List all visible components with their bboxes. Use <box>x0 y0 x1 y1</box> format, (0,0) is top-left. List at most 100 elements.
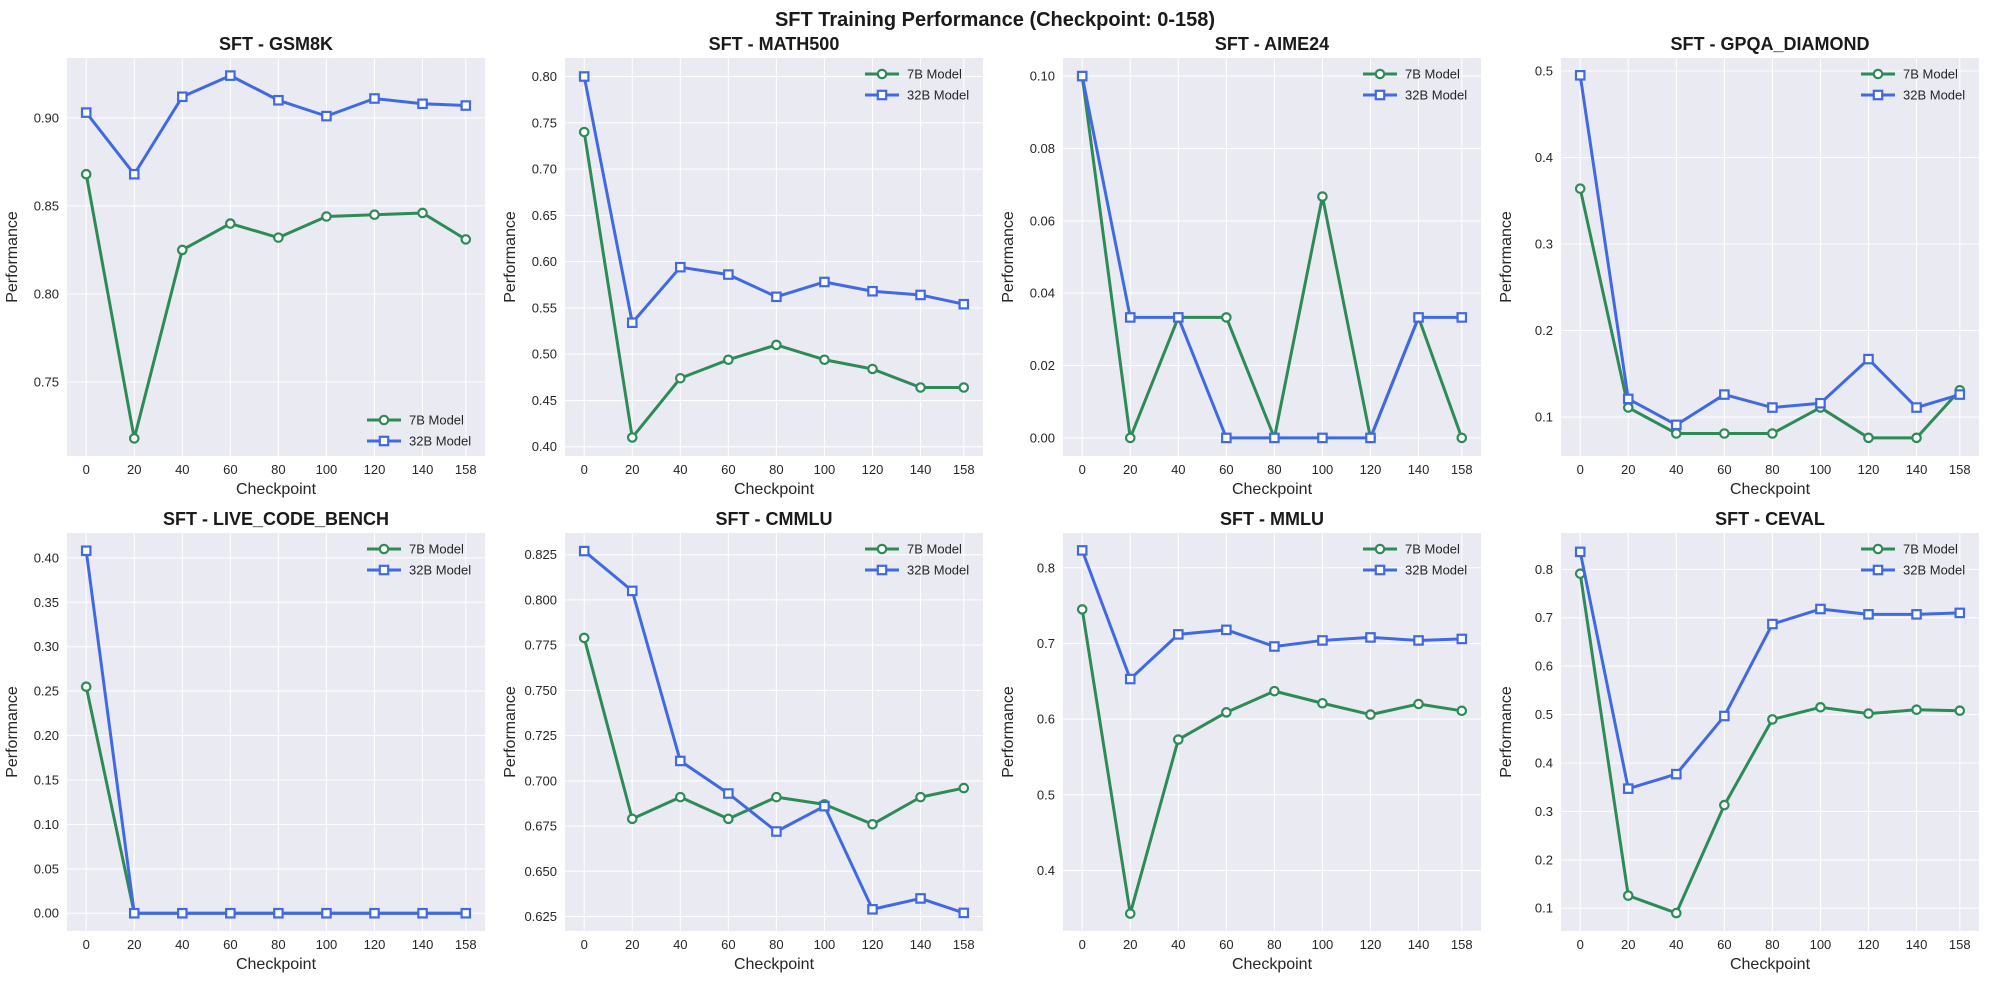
data-point <box>1365 632 1376 643</box>
x-axis-label: Checkpoint <box>1730 481 1811 498</box>
data-point <box>1767 618 1778 630</box>
x-tick-label: 80 <box>1267 937 1281 952</box>
y-tick-label: 0.75 <box>532 115 557 130</box>
data-point <box>80 545 92 557</box>
y-tick-label: 0.00 <box>34 906 59 921</box>
x-tick-label: 0 <box>581 937 588 952</box>
chart-panel: 0 20 40 60 80 100 120 140 158 0.625 0.650 0.675 0.70… <box>502 509 983 973</box>
data-point <box>1671 768 1682 780</box>
data-point <box>273 232 284 243</box>
legend-marker <box>876 89 888 101</box>
x-tick-label: 20 <box>127 937 141 952</box>
legend-marker <box>378 435 390 447</box>
y-tick-label: 0.4 <box>1535 150 1553 165</box>
data-point <box>1863 708 1874 719</box>
y-tick-label: 0.4 <box>1037 863 1055 878</box>
x-tick-label: 0 <box>1079 462 1086 477</box>
chart-title: SFT - AIME24 <box>1215 34 1329 54</box>
data-point <box>369 209 380 221</box>
y-tick-label: 0.20 <box>34 728 59 743</box>
data-point <box>626 813 638 825</box>
x-tick-label: 120 <box>1360 462 1382 477</box>
plot-area <box>565 58 983 456</box>
chart-title: SFT - GSM8K <box>219 34 333 54</box>
data-point <box>723 269 734 280</box>
data-point <box>417 907 428 919</box>
x-tick-label: 80 <box>769 462 783 477</box>
x-tick-label: 40 <box>1669 937 1683 952</box>
y-tick-label: 0.40 <box>34 550 59 565</box>
data-point <box>958 298 970 310</box>
y-tick-label: 0.750 <box>524 683 557 698</box>
legend-marker <box>378 414 390 426</box>
chart-panel: 0 20 40 60 80 100 120 140 158 0.00 0.02 0.04 0.06 0.0… <box>1000 34 1481 498</box>
data-point <box>1954 705 1966 716</box>
x-tick-label: 60 <box>1219 937 1233 952</box>
y-axis-label: Performance <box>1498 686 1515 778</box>
plot-area <box>1063 533 1481 931</box>
data-point <box>915 289 926 301</box>
data-point <box>1911 609 1922 620</box>
data-point <box>1671 907 1682 919</box>
y-tick-label: 0.6 <box>1037 712 1055 727</box>
data-point <box>771 826 782 837</box>
data-point <box>771 339 782 351</box>
chart-panel: 0 20 40 60 80 100 120 140 158 0.00 0.05 0.10 0.15 0.2… <box>4 509 485 973</box>
chart-panel: 0 20 40 60 80 100 120 140 158 0.1 0.2 0.3 0.4 0.5 0.6 0… <box>1498 509 1979 973</box>
legend-marker <box>1374 543 1386 555</box>
data-point <box>1574 546 1586 558</box>
data-point <box>321 110 332 122</box>
data-point <box>273 907 284 919</box>
chart-panel: 0 20 40 60 80 100 120 140 158 0.40 0.45 0.50 0.55 0.6… <box>502 34 983 498</box>
x-tick-label: 100 <box>316 462 338 477</box>
legend-label: 32B Model <box>1903 563 1965 578</box>
data-point <box>1317 697 1328 709</box>
data-point <box>675 755 686 767</box>
x-tick-label: 80 <box>271 937 285 952</box>
y-tick-label: 0.30 <box>34 639 59 654</box>
data-point <box>819 354 830 366</box>
legend-marker <box>1374 89 1386 101</box>
data-point <box>1456 705 1468 717</box>
data-point <box>1124 312 1136 323</box>
x-tick-label: 100 <box>1312 462 1334 477</box>
data-point <box>1719 710 1730 722</box>
legend-marker <box>876 68 888 80</box>
x-axis-label: Checkpoint <box>236 956 317 973</box>
y-tick-label: 0.10 <box>34 817 59 832</box>
data-point <box>1413 312 1424 323</box>
data-point <box>771 291 782 303</box>
x-tick-label: 20 <box>127 462 141 477</box>
data-point <box>1076 604 1088 615</box>
y-tick-label: 0.7 <box>1535 610 1553 625</box>
data-point <box>80 168 92 180</box>
x-tick-label: 40 <box>1669 462 1683 477</box>
y-tick-label: 0.800 <box>524 592 557 607</box>
legend-label: 7B Model <box>409 542 464 557</box>
y-tick-label: 0.40 <box>532 439 557 454</box>
x-axis-label: Checkpoint <box>734 956 815 973</box>
data-point <box>1863 432 1874 444</box>
x-tick-label: 158 <box>1949 937 1971 952</box>
data-point <box>626 317 638 329</box>
y-tick-label: 0.00 <box>1030 430 1055 445</box>
y-tick-label: 0.2 <box>1535 323 1553 338</box>
data-point <box>1317 432 1328 444</box>
y-axis-label: Performance <box>4 211 21 303</box>
chart-panel: 0 20 40 60 80 100 120 140 158 0.1 0.2 0.3 0.4 0.5 SFT … <box>1498 34 1979 498</box>
x-tick-label: 40 <box>1171 937 1185 952</box>
y-tick-label: 0.1 <box>1535 410 1553 425</box>
data-point <box>1456 432 1468 444</box>
data-point <box>578 545 590 557</box>
y-tick-label: 0.3 <box>1535 804 1553 819</box>
x-tick-label: 80 <box>271 462 285 477</box>
y-tick-label: 0.8 <box>1535 562 1553 577</box>
data-point <box>1574 183 1586 194</box>
data-point <box>867 363 878 375</box>
x-tick-label: 140 <box>1408 462 1430 477</box>
x-tick-label: 140 <box>1906 937 1928 952</box>
y-axis-label: Performance <box>502 686 519 778</box>
x-axis-label: Checkpoint <box>734 481 815 498</box>
data-point <box>80 107 92 118</box>
